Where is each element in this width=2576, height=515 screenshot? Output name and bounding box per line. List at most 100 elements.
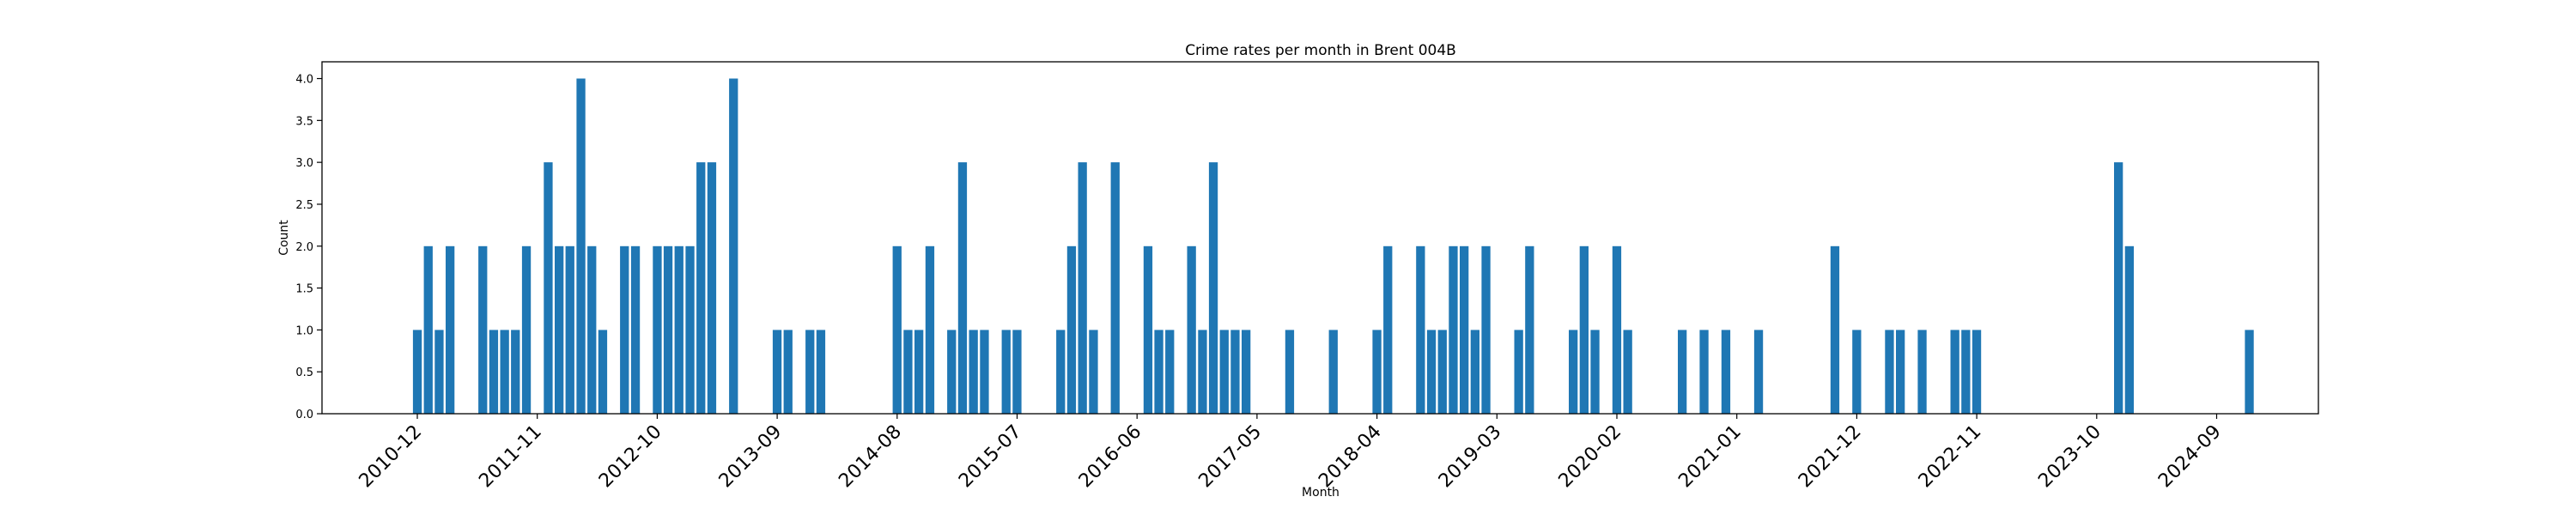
bar xyxy=(1481,245,1491,414)
x-tick-label: 2023-10 xyxy=(2034,421,2105,493)
bar xyxy=(1208,162,1218,414)
y-tick-label: 4.0 xyxy=(295,74,313,87)
bar xyxy=(511,330,520,414)
bar xyxy=(434,330,444,414)
x-axis-label: Month xyxy=(1302,486,1340,500)
bar xyxy=(630,245,641,414)
bar xyxy=(555,245,564,414)
y-axis: 0.0 0.5 1.0 1.5 2.0 2.5 3.0 3.5 4.0 xyxy=(295,74,322,421)
x-tick-label: 2016-06 xyxy=(1075,421,1146,493)
bar xyxy=(1187,245,1196,414)
bar xyxy=(1001,330,1011,414)
x-tick-label: 2017-05 xyxy=(1194,421,1266,493)
bar xyxy=(412,330,422,414)
bar xyxy=(1721,330,1731,414)
y-tick-label: 0.5 xyxy=(295,367,313,379)
x-tick-label: 2021-01 xyxy=(1674,421,1746,493)
bars-group xyxy=(412,78,2254,414)
bar xyxy=(1437,330,1447,414)
bar xyxy=(1242,330,1251,414)
y-tick-label: 2.5 xyxy=(295,199,313,212)
bar xyxy=(446,245,455,414)
bar xyxy=(729,78,738,414)
y-axis-label: Count xyxy=(277,220,291,256)
x-tick-label: 2024-09 xyxy=(2154,421,2226,493)
bar xyxy=(587,245,597,414)
bar xyxy=(1285,330,1295,414)
bar xyxy=(1449,245,1458,414)
bar xyxy=(1230,330,1240,414)
bar xyxy=(1525,245,1534,414)
bar xyxy=(914,330,924,414)
x-tick-label: 2011-11 xyxy=(475,421,546,493)
y-tick-label: 1.0 xyxy=(295,324,313,337)
bar xyxy=(620,245,629,414)
bar xyxy=(1950,330,1959,414)
bar xyxy=(1143,245,1153,414)
bar xyxy=(1569,330,1578,414)
bar xyxy=(1460,245,1469,414)
bar xyxy=(489,330,499,414)
plot-frame xyxy=(321,61,2319,415)
x-tick-label: 2010-12 xyxy=(355,421,427,493)
bar xyxy=(1852,330,1862,414)
bar xyxy=(1971,330,1982,414)
bar xyxy=(707,162,717,414)
bar xyxy=(521,245,532,414)
bar xyxy=(1896,330,1905,414)
bar xyxy=(663,245,673,414)
bar xyxy=(2124,245,2134,414)
bar xyxy=(598,330,608,414)
x-tick-label: 2014-08 xyxy=(835,421,906,493)
x-tick-label: 2013-09 xyxy=(715,421,787,493)
bar xyxy=(1328,330,1338,414)
bar xyxy=(674,245,683,414)
x-tick-label: 2018-04 xyxy=(1315,421,1386,493)
bar xyxy=(1514,330,1523,414)
bar xyxy=(903,330,913,414)
bar xyxy=(1219,330,1229,414)
bar xyxy=(1198,330,1207,414)
bar xyxy=(1917,330,1927,414)
bar xyxy=(685,245,695,414)
y-tick-label: 3.0 xyxy=(295,157,313,170)
bar xyxy=(816,330,826,414)
y-tick-label: 2.0 xyxy=(295,241,313,254)
bar xyxy=(1372,330,1382,414)
bar xyxy=(1678,330,1687,414)
bar xyxy=(565,245,574,414)
bar xyxy=(1154,330,1163,414)
bar xyxy=(544,162,553,414)
bar xyxy=(925,245,935,414)
bar xyxy=(969,330,978,414)
bar xyxy=(805,330,815,414)
x-tick-label: 2019-03 xyxy=(1435,421,1506,493)
bar xyxy=(2245,330,2254,414)
bar xyxy=(1165,330,1175,414)
bar xyxy=(1612,245,1622,414)
bar xyxy=(1056,330,1066,414)
bar xyxy=(1579,245,1589,414)
bar xyxy=(1753,330,1764,414)
bar xyxy=(1110,162,1120,414)
bar xyxy=(1416,245,1425,414)
bar xyxy=(1012,330,1022,414)
bar xyxy=(1961,330,1971,414)
y-tick-label: 3.5 xyxy=(295,115,313,128)
bar xyxy=(478,245,488,414)
bar xyxy=(1623,330,1632,414)
bar xyxy=(1078,162,1087,414)
bar xyxy=(957,162,968,414)
y-tick-label: 1.5 xyxy=(295,283,313,296)
y-tick-label: 0.0 xyxy=(295,409,313,421)
bar xyxy=(2114,162,2123,414)
bar xyxy=(1470,330,1479,414)
bar xyxy=(576,78,586,414)
bar xyxy=(892,245,902,414)
bar xyxy=(500,330,509,414)
bar xyxy=(1885,330,1894,414)
bar xyxy=(423,245,433,414)
x-tick-label: 2012-10 xyxy=(595,421,666,493)
bar xyxy=(1426,330,1437,414)
